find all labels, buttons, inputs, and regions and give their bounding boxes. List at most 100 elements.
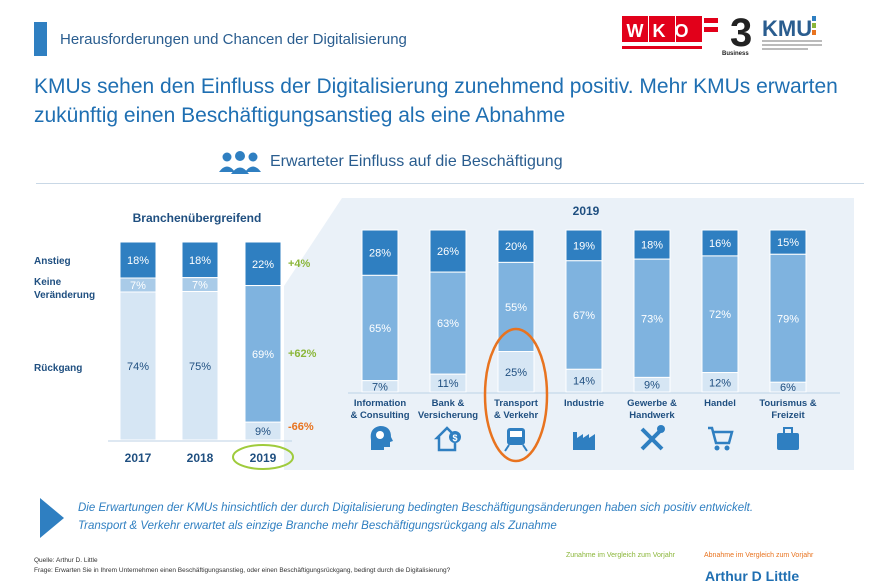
- sector-bar-segment: [769, 229, 807, 255]
- wko-logo-w-box: [622, 16, 648, 42]
- year-2019-highlight-ring: [232, 444, 294, 470]
- overall-bar-value: 18%: [127, 255, 149, 267]
- sector-bar-segment: [361, 380, 399, 393]
- header-accent-bar: [34, 22, 47, 56]
- overall-bar-segment: [181, 291, 219, 441]
- three-logo: 3: [730, 11, 752, 55]
- sector-bar-value: 9%: [644, 380, 660, 392]
- year-label: 2017: [125, 451, 152, 465]
- overall-bar-value: 22%: [252, 259, 274, 271]
- overall-bar-segment: [244, 421, 282, 441]
- overall-bar-value: 18%: [189, 255, 211, 267]
- sector-label: Bank &: [432, 398, 465, 409]
- legend-increase: Zunahme im Vergleich zum Vorjahr: [566, 552, 675, 559]
- source-text: Quelle: Arthur D. Little: [34, 557, 98, 564]
- sector-bar-segment: [429, 373, 467, 393]
- sector-bar-value: 26%: [437, 246, 459, 258]
- overall-chart-title: Branchenübergreifend: [133, 211, 262, 225]
- overall-bar-segment: [119, 241, 157, 279]
- sector-bar-segment: [633, 229, 671, 260]
- sector-bar-value: 65%: [369, 323, 391, 335]
- note-arrow-icon: [40, 498, 64, 538]
- sector-label: Gewerbe &: [627, 398, 677, 409]
- overall-bar-value: 9%: [255, 426, 271, 438]
- question-text: Frage: Erwarten Sie in Ihrem Unternehmen…: [34, 567, 451, 574]
- train-icon: [504, 428, 528, 452]
- wko-logo-k-box: [649, 16, 675, 42]
- sector-label: Handel: [704, 398, 736, 409]
- sector-bar-segment: [361, 229, 399, 276]
- sector-bar-value: 25%: [505, 367, 527, 379]
- arthur-d-little-logo: Arthur D Little: [705, 568, 800, 584]
- sector-bar-segment: [497, 229, 535, 263]
- wko-logo-text: WKO: [627, 21, 698, 41]
- tools-icon: [640, 425, 665, 451]
- overall-chart: Branchenübergreifend Anstieg Keine Veränder…: [34, 211, 317, 470]
- sector-bar-value: 6%: [780, 382, 796, 394]
- overall-bar-value: 69%: [252, 349, 274, 361]
- sector-bar-value: 63%: [437, 318, 459, 330]
- overall-bar-value: 7%: [130, 280, 146, 292]
- year-label: 2018: [187, 451, 214, 465]
- sector-bar-value: 18%: [641, 240, 663, 252]
- sector-label: Freizeit: [771, 410, 805, 421]
- sector-bar-segment: [565, 229, 603, 262]
- partner-logos: WKO 3 Business KMU: [622, 11, 822, 56]
- sector-bar-segment: [429, 229, 467, 273]
- sector-bar-value: 12%: [709, 377, 731, 389]
- sector-chart: 2019 28% 65% 7% Information& Consulting 26% 63…: [348, 204, 840, 463]
- sector-bar-value: 14%: [573, 376, 595, 388]
- sector-bar-value: 19%: [573, 240, 595, 252]
- transport-highlight-ring: [483, 327, 549, 463]
- sector-bar-segment: [497, 351, 535, 393]
- chart-subtitle: Erwarteter Einfluss auf die Beschäftigun…: [270, 153, 563, 170]
- kmu-logo: KMU: [762, 16, 812, 41]
- suitcase-icon: [777, 427, 799, 450]
- shopping-cart-icon: [708, 426, 734, 451]
- sector-bar-value: 72%: [709, 309, 731, 321]
- overall-bar-value: 75%: [189, 361, 211, 373]
- row-label-increase: Anstieg: [34, 256, 71, 267]
- year-label: 2019: [250, 451, 277, 465]
- bank-house-icon: $: [433, 426, 461, 452]
- sector-bar-value: 15%: [777, 237, 799, 249]
- row-label-no-change-2: Veränderung: [34, 290, 95, 301]
- sector-label: Transport: [494, 398, 539, 409]
- sector-bar-segment: [769, 381, 807, 393]
- sector-bar-value: 28%: [369, 248, 391, 260]
- sector-label: Tourismus &: [759, 398, 816, 409]
- row-label-no-change: Keine: [34, 277, 62, 288]
- overall-bar-segment: [244, 285, 282, 423]
- page-header-title: Herausforderungen und Chancen der Digita…: [60, 31, 407, 48]
- sector-bar-segment: [497, 261, 535, 352]
- sector-bar-segment: [565, 368, 603, 393]
- three-business-label: Business: [722, 51, 749, 56]
- sector-bar-segment: [701, 372, 739, 393]
- row-label-decrease: Rückgang: [34, 363, 82, 374]
- sector-bar-segment: [361, 274, 399, 382]
- sector-label: & Verkehr: [494, 410, 539, 421]
- summary-note: Die Erwartungen der KMUs hinsichtlich de…: [78, 502, 754, 532]
- change-label: +4%: [288, 258, 311, 270]
- sector-bar-value: 7%: [372, 381, 388, 393]
- overall-bar-segment: [244, 241, 282, 287]
- overall-bar-segment: [119, 291, 157, 441]
- sector-label: Industrie: [564, 398, 604, 409]
- sector-label: Information: [354, 398, 406, 409]
- sector-bar-segment: [633, 258, 671, 378]
- sector-label: Versicherung: [418, 410, 478, 421]
- sector-label: & Consulting: [350, 410, 409, 421]
- sector-chart-title: 2019: [573, 204, 600, 218]
- overall-bar-value: 74%: [127, 361, 149, 373]
- sector-bar-value: 79%: [777, 313, 799, 325]
- sector-bar-segment: [701, 255, 739, 374]
- wko-logo-o-box: [676, 16, 702, 42]
- sector-bar-segment: [633, 376, 671, 393]
- sector-bar-value: 11%: [437, 378, 458, 390]
- sector-label: Handwerk: [629, 410, 675, 421]
- divider: [36, 183, 864, 184]
- source-block: Quelle: Arthur D. Little Frage: Erwarten…: [34, 556, 450, 576]
- sector-bar-value: 67%: [573, 310, 595, 322]
- sector-bar-segment: [769, 253, 807, 383]
